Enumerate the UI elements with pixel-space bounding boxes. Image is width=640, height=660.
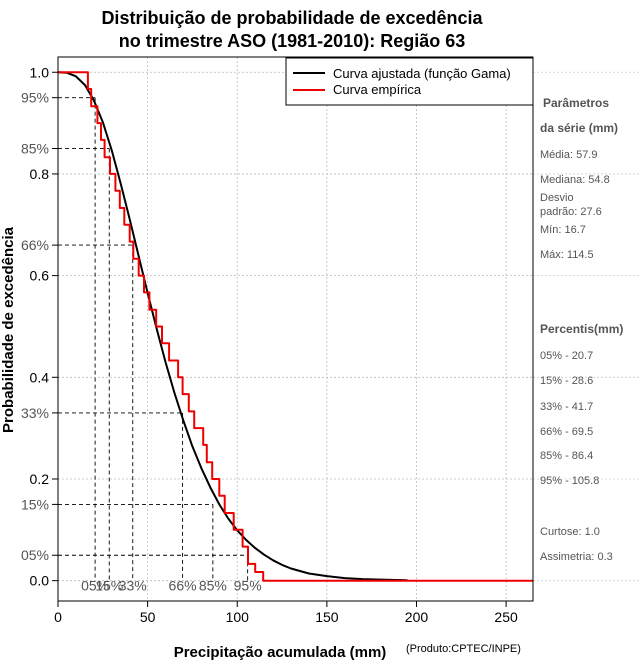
y-tick-label: 0.4 <box>30 369 50 385</box>
percentile-x-label: 95% <box>234 578 262 594</box>
percentile-labels: 95% 05% 85% 15% 66% 33% 33% 66% 15% 85% 05% 95% <box>21 90 262 594</box>
fitted-gamma-curve <box>57 71 408 582</box>
percentile-15: 15% - 28.6 <box>540 375 593 387</box>
percentis-heading: Percentis(mm) <box>540 322 623 336</box>
x-tick-label: 100 <box>226 609 250 625</box>
percentile-05: 05% - 20.7 <box>540 350 593 362</box>
legend-label-empirical: Curva empírica <box>333 82 422 97</box>
legend-label-fitted: Curva ajustada (função Gama) <box>333 66 511 81</box>
percentile-y-label: 66% <box>21 237 49 253</box>
param-mediana: Mediana: 54.8 <box>540 174 610 186</box>
y-tick-label: 0.0 <box>30 573 50 589</box>
percentile-95: 95% - 105.8 <box>540 475 599 487</box>
param-desvio-line2: padrão: 27.6 <box>540 206 602 218</box>
y-tick-label: 1.0 <box>30 64 50 80</box>
param-desvio-line1: Desvio <box>540 192 574 204</box>
params-heading-line1: Parâmetros <box>543 96 609 110</box>
x-tick-label: 200 <box>405 609 429 625</box>
side-panel: Parâmetros da série (mm) Média: 57.9 Med… <box>540 96 623 563</box>
y-tick-label: 0.8 <box>30 166 50 182</box>
percentile-guides <box>58 97 249 581</box>
x-axis: 0 50 100 150 200 250 <box>54 601 518 625</box>
chart-title-line2: no trimestre ASO (1981-2010): Região 63 <box>119 31 465 51</box>
percentile-33: 33% - 41.7 <box>540 401 593 413</box>
empirical-curve <box>58 71 533 582</box>
y-tick-label: 0.2 <box>30 471 50 487</box>
legend: Curva ajustada (função Gama) Curva empír… <box>285 57 534 106</box>
percentile-y-label: 05% <box>21 547 49 563</box>
percentile-y-label: 85% <box>21 141 49 157</box>
y-axis-title: Probabilidade de excedência <box>0 226 17 433</box>
y-tick-label: 0.6 <box>30 268 50 284</box>
y-axis: 0.0 0.2 0.4 0.6 0.8 1.0 <box>30 64 58 589</box>
stat-curtose: Curtose: 1.0 <box>540 526 600 538</box>
percentile-x-label: 85% <box>199 578 227 594</box>
percentile-x-label: 15% <box>95 578 123 594</box>
x-tick-label: 0 <box>54 609 62 625</box>
chart-title-line1: Distribuição de probabilidade de excedên… <box>101 8 483 28</box>
percentile-y-label: 15% <box>21 496 49 512</box>
series-layer <box>57 71 533 582</box>
percentile-x-label: 05% <box>81 578 109 594</box>
x-tick-label: 50 <box>140 609 156 625</box>
percentile-66: 66% - 69.5 <box>540 426 593 438</box>
param-media: Média: 57.9 <box>540 149 597 161</box>
percentile-x-label: 66% <box>169 578 197 594</box>
plot-frame <box>57 56 534 602</box>
x-tick-label: 250 <box>494 609 518 625</box>
param-max: Máx: 114.5 <box>540 249 594 261</box>
legend-box <box>285 57 534 106</box>
percentile-y-label: 95% <box>21 90 49 106</box>
x-axis-title: Precipitação acumulada (mm) <box>174 644 387 660</box>
x-tick-label: 150 <box>315 609 339 625</box>
stat-assimetria: Assimetria: 0.3 <box>540 551 613 563</box>
param-min: Mín: 16.7 <box>540 224 586 236</box>
percentile-x-label: 33% <box>119 578 147 594</box>
percentile-85: 85% - 86.4 <box>540 450 593 462</box>
params-heading-line2: da série (mm) <box>540 121 618 135</box>
credit-label: (Produto:CPTEC/INPE) <box>406 643 521 655</box>
percentile-y-label: 33% <box>21 405 49 421</box>
